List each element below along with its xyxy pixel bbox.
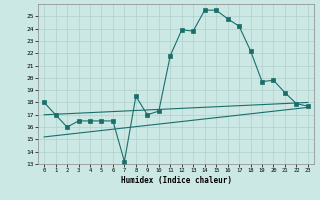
X-axis label: Humidex (Indice chaleur): Humidex (Indice chaleur) [121,176,231,185]
